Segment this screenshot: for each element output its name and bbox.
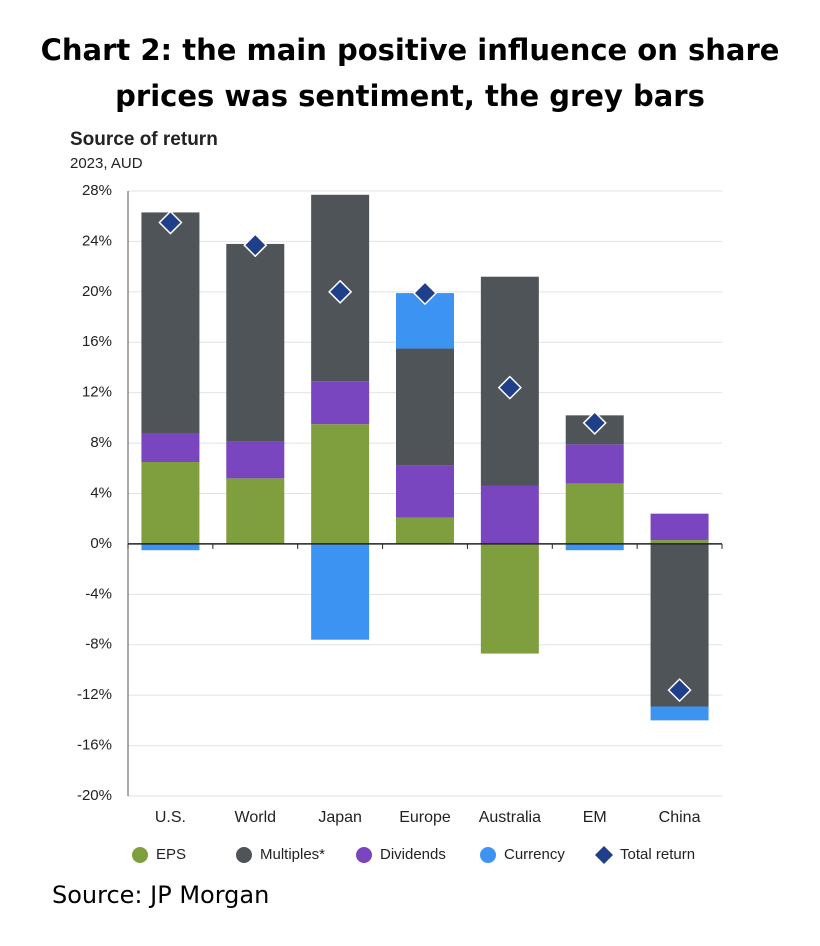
bar	[311, 543, 370, 640]
bar	[565, 543, 624, 551]
total-marker	[667, 678, 692, 703]
legend-swatch	[132, 847, 148, 863]
total-marker	[412, 281, 438, 306]
bar	[141, 433, 200, 462]
chart-title: Chart 2: the main positive influence on …	[41, 33, 780, 67]
bar	[226, 441, 285, 479]
x-tick-label: Australia	[479, 809, 541, 826]
legend-label: Total return	[620, 846, 695, 863]
legend-label: Currency	[504, 846, 565, 863]
legend-swatch	[595, 846, 613, 864]
y-tick-label: 28%	[82, 182, 112, 199]
chart-subtitle: Source of return	[70, 129, 218, 150]
bar	[565, 483, 624, 544]
bar	[565, 444, 624, 484]
bar	[480, 543, 539, 654]
chart-title: prices was sentiment, the grey bars	[115, 79, 705, 113]
y-tick-label: 16%	[82, 333, 112, 350]
bar	[650, 513, 709, 541]
y-tick-label: 24%	[82, 232, 112, 249]
x-tick-label: U.S.	[155, 809, 186, 826]
bar	[141, 543, 200, 551]
bar	[480, 485, 539, 544]
bar	[141, 212, 200, 433]
total-marker	[497, 375, 522, 400]
y-tick-label: 20%	[82, 283, 112, 300]
total-marker	[158, 210, 183, 235]
bar	[226, 478, 285, 544]
y-tick-label: 0%	[90, 535, 112, 552]
x-tick-label: EM	[583, 809, 607, 826]
legend-label: Multiples*	[260, 846, 325, 863]
legend-label: Dividends	[380, 846, 446, 863]
total-marker	[328, 279, 353, 304]
x-tick-label: Europe	[399, 809, 451, 826]
legend-swatch	[356, 847, 372, 863]
bar	[396, 517, 454, 544]
x-tick-label: Japan	[318, 809, 362, 826]
bar	[141, 461, 200, 544]
bar	[311, 424, 370, 544]
legend-swatch	[236, 847, 252, 863]
bar	[650, 540, 709, 544]
y-tick-label: 8%	[90, 434, 112, 451]
y-tick-label: 4%	[90, 484, 112, 501]
bar	[311, 381, 370, 425]
y-tick-label: -20%	[77, 787, 112, 804]
bar	[396, 465, 454, 518]
y-tick-label: -12%	[77, 686, 112, 703]
y-tick-label: -4%	[85, 585, 112, 602]
y-tick-label: -16%	[77, 737, 112, 754]
bar	[396, 348, 454, 466]
x-tick-label: China	[659, 809, 701, 826]
source: Source: JP Morgan	[52, 881, 269, 909]
y-tick-label: 12%	[82, 384, 112, 401]
legend-label: EPS	[156, 846, 186, 863]
bar	[226, 243, 285, 442]
x-tick-label: World	[235, 809, 277, 826]
bar	[650, 706, 709, 721]
chart-note: 2023, AUD	[70, 155, 143, 172]
y-tick-label: -8%	[85, 636, 112, 653]
total-marker	[243, 233, 268, 258]
legend-swatch	[480, 847, 496, 863]
total-marker	[582, 410, 607, 435]
